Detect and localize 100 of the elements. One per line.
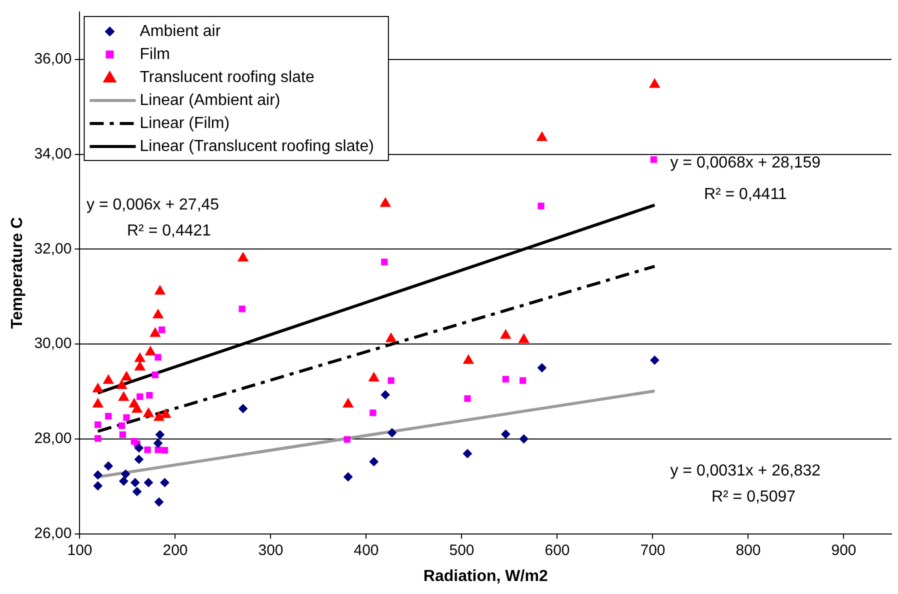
legend-label: Linear (Film) <box>140 114 230 132</box>
legend-label: Linear (Translucent roofing slate) <box>140 138 374 155</box>
point <box>154 446 162 454</box>
annotation: R² = 0,4411 <box>704 186 787 204</box>
legend-label: Ambient air <box>140 22 222 40</box>
point <box>538 202 544 210</box>
point <box>368 372 380 382</box>
x-tick-label: 200 <box>162 542 188 559</box>
point <box>104 461 113 470</box>
point <box>121 371 132 381</box>
point <box>152 309 164 318</box>
legend-label: Linear (Ambient air) <box>140 92 280 109</box>
point <box>519 434 528 444</box>
point <box>520 377 526 384</box>
point <box>105 412 112 420</box>
x-tick-label: 800 <box>736 542 761 559</box>
point <box>154 412 164 421</box>
annotation: y = 0,0068x + 28,159 <box>670 154 821 172</box>
legend-label: Film <box>140 46 170 63</box>
point <box>463 354 474 364</box>
point <box>134 454 144 464</box>
point <box>94 435 102 442</box>
y-tick-label: 30,00 <box>34 335 72 352</box>
point <box>649 78 660 88</box>
x-tick-label: 400 <box>354 542 379 559</box>
point <box>146 392 153 399</box>
point <box>502 376 509 382</box>
point <box>154 285 166 295</box>
point <box>155 430 164 440</box>
point <box>152 372 159 378</box>
point <box>154 438 163 448</box>
point <box>118 422 126 429</box>
point <box>380 198 391 207</box>
x-tick-label: 300 <box>258 542 284 559</box>
point <box>238 306 246 312</box>
point <box>130 478 140 488</box>
point <box>344 436 350 443</box>
point <box>537 363 546 372</box>
point <box>500 330 511 339</box>
point <box>160 408 171 418</box>
point <box>123 414 130 421</box>
point <box>94 421 102 428</box>
point <box>134 443 144 452</box>
point <box>116 380 128 390</box>
point <box>132 487 142 496</box>
point <box>136 393 144 400</box>
point <box>650 356 660 365</box>
point <box>160 478 170 488</box>
point <box>344 472 353 482</box>
legend-label: Translucent roofing slate <box>140 68 314 86</box>
point <box>93 470 102 480</box>
point <box>92 383 104 392</box>
point <box>386 332 396 342</box>
point <box>381 258 388 266</box>
point <box>388 377 394 384</box>
point <box>462 449 472 458</box>
point <box>369 457 378 466</box>
annotation: R² = 0,4421 <box>127 222 212 240</box>
point <box>103 374 114 384</box>
x-axis-title: Radiation, W/m2 <box>423 568 548 585</box>
x-tick-label: 500 <box>449 542 474 559</box>
point <box>388 428 397 438</box>
y-tick-label: 34,00 <box>34 145 72 162</box>
point <box>150 328 160 337</box>
point <box>144 446 151 454</box>
point <box>238 252 248 262</box>
annotation: y = 0,006x + 27,45 <box>86 196 220 214</box>
point <box>158 326 166 334</box>
point <box>370 410 376 416</box>
y-tick-label: 28,00 <box>34 430 72 448</box>
point <box>132 404 142 413</box>
annotation: y = 0,0031x + 26,832 <box>670 462 821 480</box>
point <box>536 132 548 141</box>
x-tick-label: 100 <box>67 542 92 559</box>
x-tick-label: 900 <box>831 542 856 559</box>
point <box>93 481 102 490</box>
point <box>161 446 168 454</box>
point <box>121 470 130 479</box>
point <box>145 346 156 356</box>
point <box>518 334 530 344</box>
y-tick-label: 32,00 <box>34 240 72 258</box>
point <box>119 476 128 486</box>
x-tick-label: 700 <box>640 542 666 559</box>
point <box>144 478 153 488</box>
point <box>134 361 146 371</box>
point <box>501 430 510 439</box>
point <box>118 392 129 401</box>
point <box>154 354 162 361</box>
point <box>464 395 471 402</box>
point <box>134 352 146 362</box>
x-tick-label: 600 <box>544 542 570 559</box>
point <box>154 498 164 507</box>
annotation: R² = 0,5097 <box>711 488 796 506</box>
y-axis-title: Temperature C <box>9 216 26 329</box>
point <box>119 431 126 438</box>
point <box>238 404 248 414</box>
point <box>342 398 354 408</box>
point <box>650 156 658 163</box>
point <box>380 390 390 400</box>
y-tick-label: 36,00 <box>34 50 72 68</box>
